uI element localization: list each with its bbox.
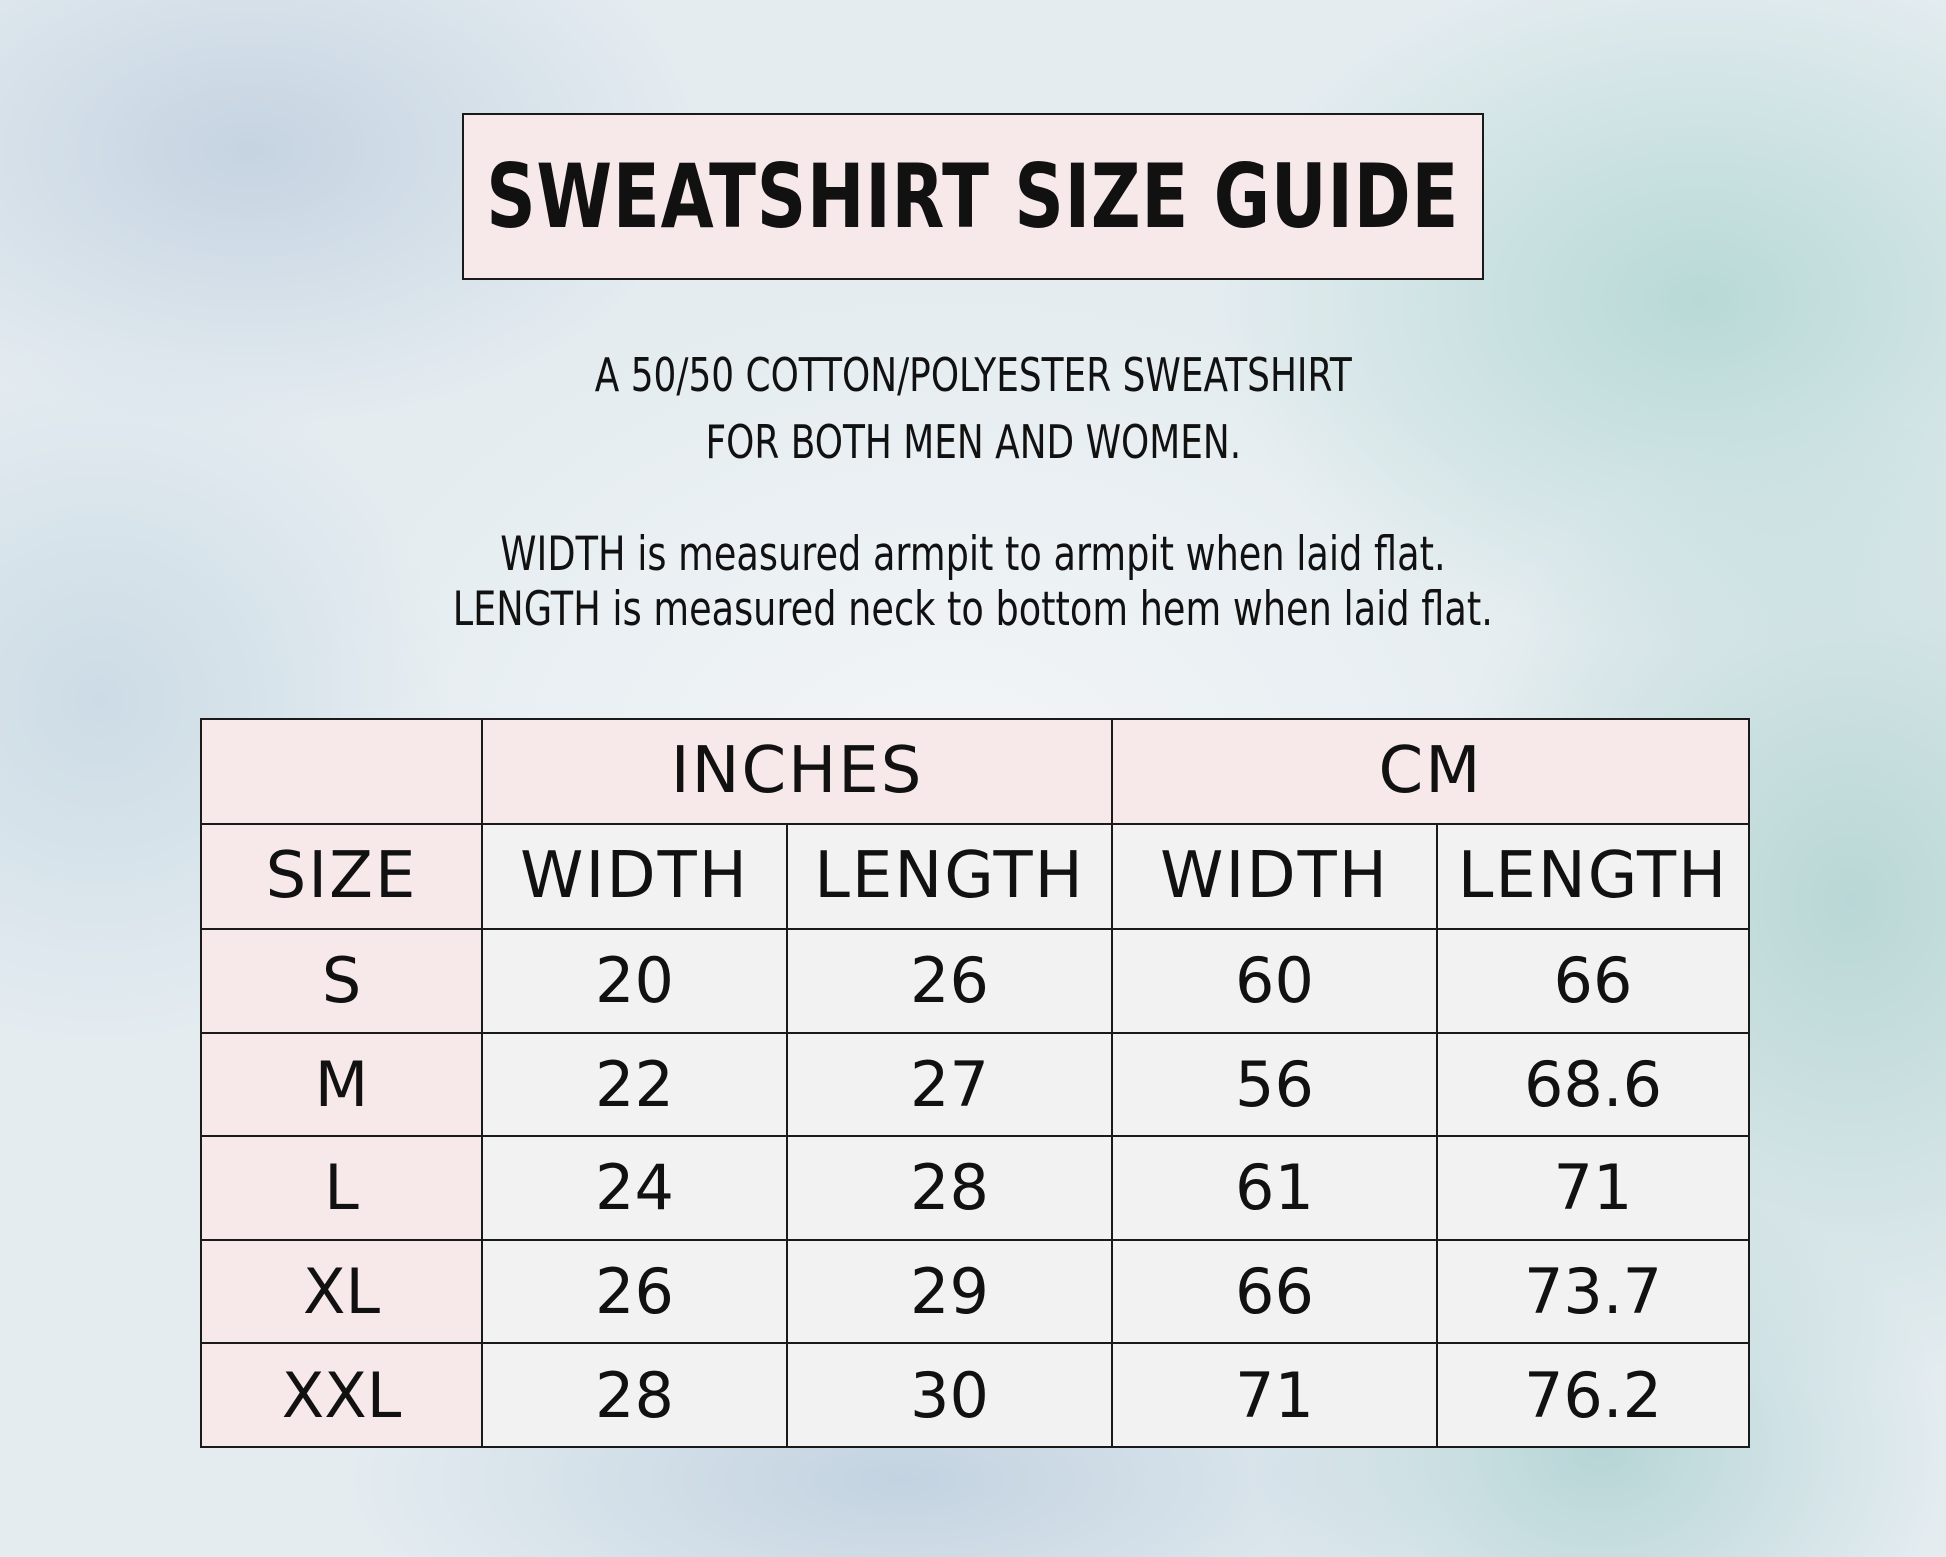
column-header-cm-width: WIDTH (1111, 822, 1438, 930)
table-cell: 73.7 (1436, 1238, 1750, 1345)
table-cell: 68.6 (1436, 1031, 1750, 1138)
subtitle-text-1: A 50/50 COTTON/POLYESTER SWEATSHIRT (594, 348, 1352, 402)
note-text-1: WIDTH is measured armpit to armpit when … (500, 527, 1446, 582)
empty-corner-cell (200, 718, 483, 825)
table-cell: 71 (1111, 1342, 1438, 1448)
table-row: XL 26 29 66 73.7 (200, 1238, 1750, 1345)
page-title: SWEATSHIRT SIZE GUIDE (486, 145, 1460, 248)
title-box: SWEATSHIRT SIZE GUIDE (462, 113, 1484, 280)
column-header-inches-width: WIDTH (481, 822, 788, 930)
size-cell: M (200, 1031, 483, 1138)
table-cell: 76.2 (1436, 1342, 1750, 1448)
table-cell: 26 (786, 927, 1113, 1034)
measure-note-length: LENGTH is measured neck to bottom hem wh… (0, 582, 1946, 637)
table-cell: 27 (786, 1031, 1113, 1138)
measure-note-width: WIDTH is measured armpit to armpit when … (0, 527, 1946, 582)
column-header-inches-length: LENGTH (786, 822, 1113, 930)
table-cell: 66 (1111, 1238, 1438, 1345)
table-cell: 71 (1436, 1135, 1750, 1241)
table-cell: 24 (481, 1135, 788, 1241)
group-header-inches: INCHES (481, 718, 1113, 825)
table-cell: 28 (481, 1342, 788, 1448)
size-cell: S (200, 927, 483, 1034)
table-cell: 20 (481, 927, 788, 1034)
group-header-row: INCHES CM (200, 718, 1750, 825)
table-cell: 22 (481, 1031, 788, 1138)
group-header-cm: CM (1111, 718, 1750, 825)
column-header-cm-length: LENGTH (1436, 822, 1750, 930)
size-cell: XXL (200, 1342, 483, 1448)
table-cell: 26 (481, 1238, 788, 1345)
note-text-2: LENGTH is measured neck to bottom hem wh… (452, 582, 1494, 637)
table-row: S 20 26 60 66 (200, 927, 1750, 1034)
size-cell: L (200, 1135, 483, 1241)
table-row: L 24 28 61 71 (200, 1135, 1750, 1241)
table-cell: 66 (1436, 927, 1750, 1034)
size-cell: XL (200, 1238, 483, 1345)
table-cell: 28 (786, 1135, 1113, 1241)
table-row: M 22 27 56 68.6 (200, 1031, 1750, 1138)
table-row: XXL 28 30 71 76.2 (200, 1342, 1750, 1448)
size-table: INCHES CM SIZE WIDTH LENGTH WIDTH LENGTH… (200, 718, 1750, 1448)
column-header-size: SIZE (200, 822, 483, 930)
table-cell: 29 (786, 1238, 1113, 1345)
table-cell: 30 (786, 1342, 1113, 1448)
column-header-row: SIZE WIDTH LENGTH WIDTH LENGTH (200, 822, 1750, 930)
table-cell: 56 (1111, 1031, 1438, 1138)
subtitle-line-2: FOR BOTH MEN AND WOMEN. (0, 415, 1946, 469)
subtitle-text-2: FOR BOTH MEN AND WOMEN. (705, 415, 1241, 469)
subtitle-line-1: A 50/50 COTTON/POLYESTER SWEATSHIRT (0, 348, 1946, 402)
table-cell: 61 (1111, 1135, 1438, 1241)
table-cell: 60 (1111, 927, 1438, 1034)
